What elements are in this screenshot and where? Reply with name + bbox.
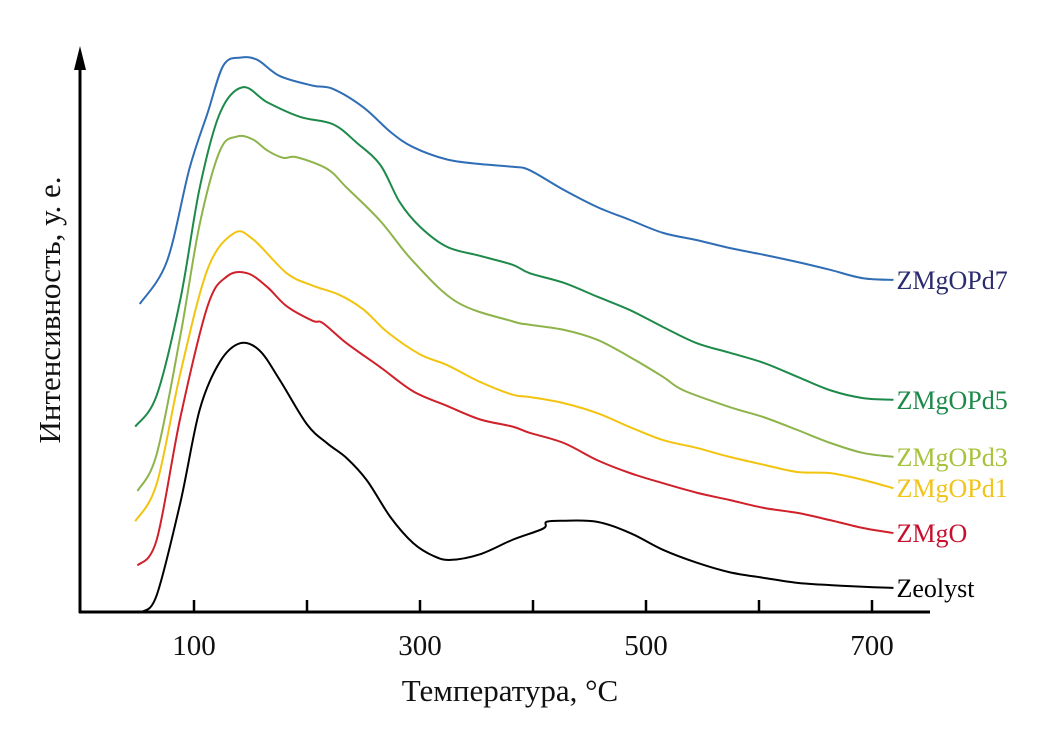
x-ticks bbox=[192, 600, 874, 612]
series-line-zeolyst bbox=[141, 341, 894, 613]
series-label-zmgopd7: ZMgOPd7 bbox=[896, 266, 1007, 295]
x-tick-label-300: 300 bbox=[398, 630, 442, 662]
x-axis-title: Температура, °C bbox=[402, 673, 618, 708]
series-label-zeolyst: Zeolyst bbox=[896, 574, 975, 603]
x-tick-label-700: 700 bbox=[850, 630, 894, 662]
series-label-zmgopd1: ZMgOPd1 bbox=[896, 474, 1007, 503]
series-line-zmgopd5 bbox=[134, 86, 894, 428]
series-line-zmgopd1 bbox=[134, 230, 894, 522]
series-lines bbox=[134, 56, 894, 613]
x-tick-label-100: 100 bbox=[172, 630, 216, 662]
series-label-zmgo: ZMgO bbox=[896, 519, 967, 548]
x-tick-label-500: 500 bbox=[624, 630, 668, 662]
x-tick-labels: 100 300 500 700 bbox=[172, 630, 894, 662]
series-line-zmgopd7 bbox=[138, 56, 894, 305]
y-axis-arrow bbox=[74, 46, 86, 70]
series-label-zmgopd3: ZMgOPd3 bbox=[896, 443, 1007, 472]
series-line-zmgo bbox=[136, 271, 894, 567]
series-line-zmgopd3 bbox=[136, 134, 894, 492]
axes bbox=[74, 46, 930, 614]
y-axis-title: Интенсивность, у. е. bbox=[32, 176, 67, 443]
series-label-zmgopd5: ZMgOPd5 bbox=[896, 386, 1007, 415]
